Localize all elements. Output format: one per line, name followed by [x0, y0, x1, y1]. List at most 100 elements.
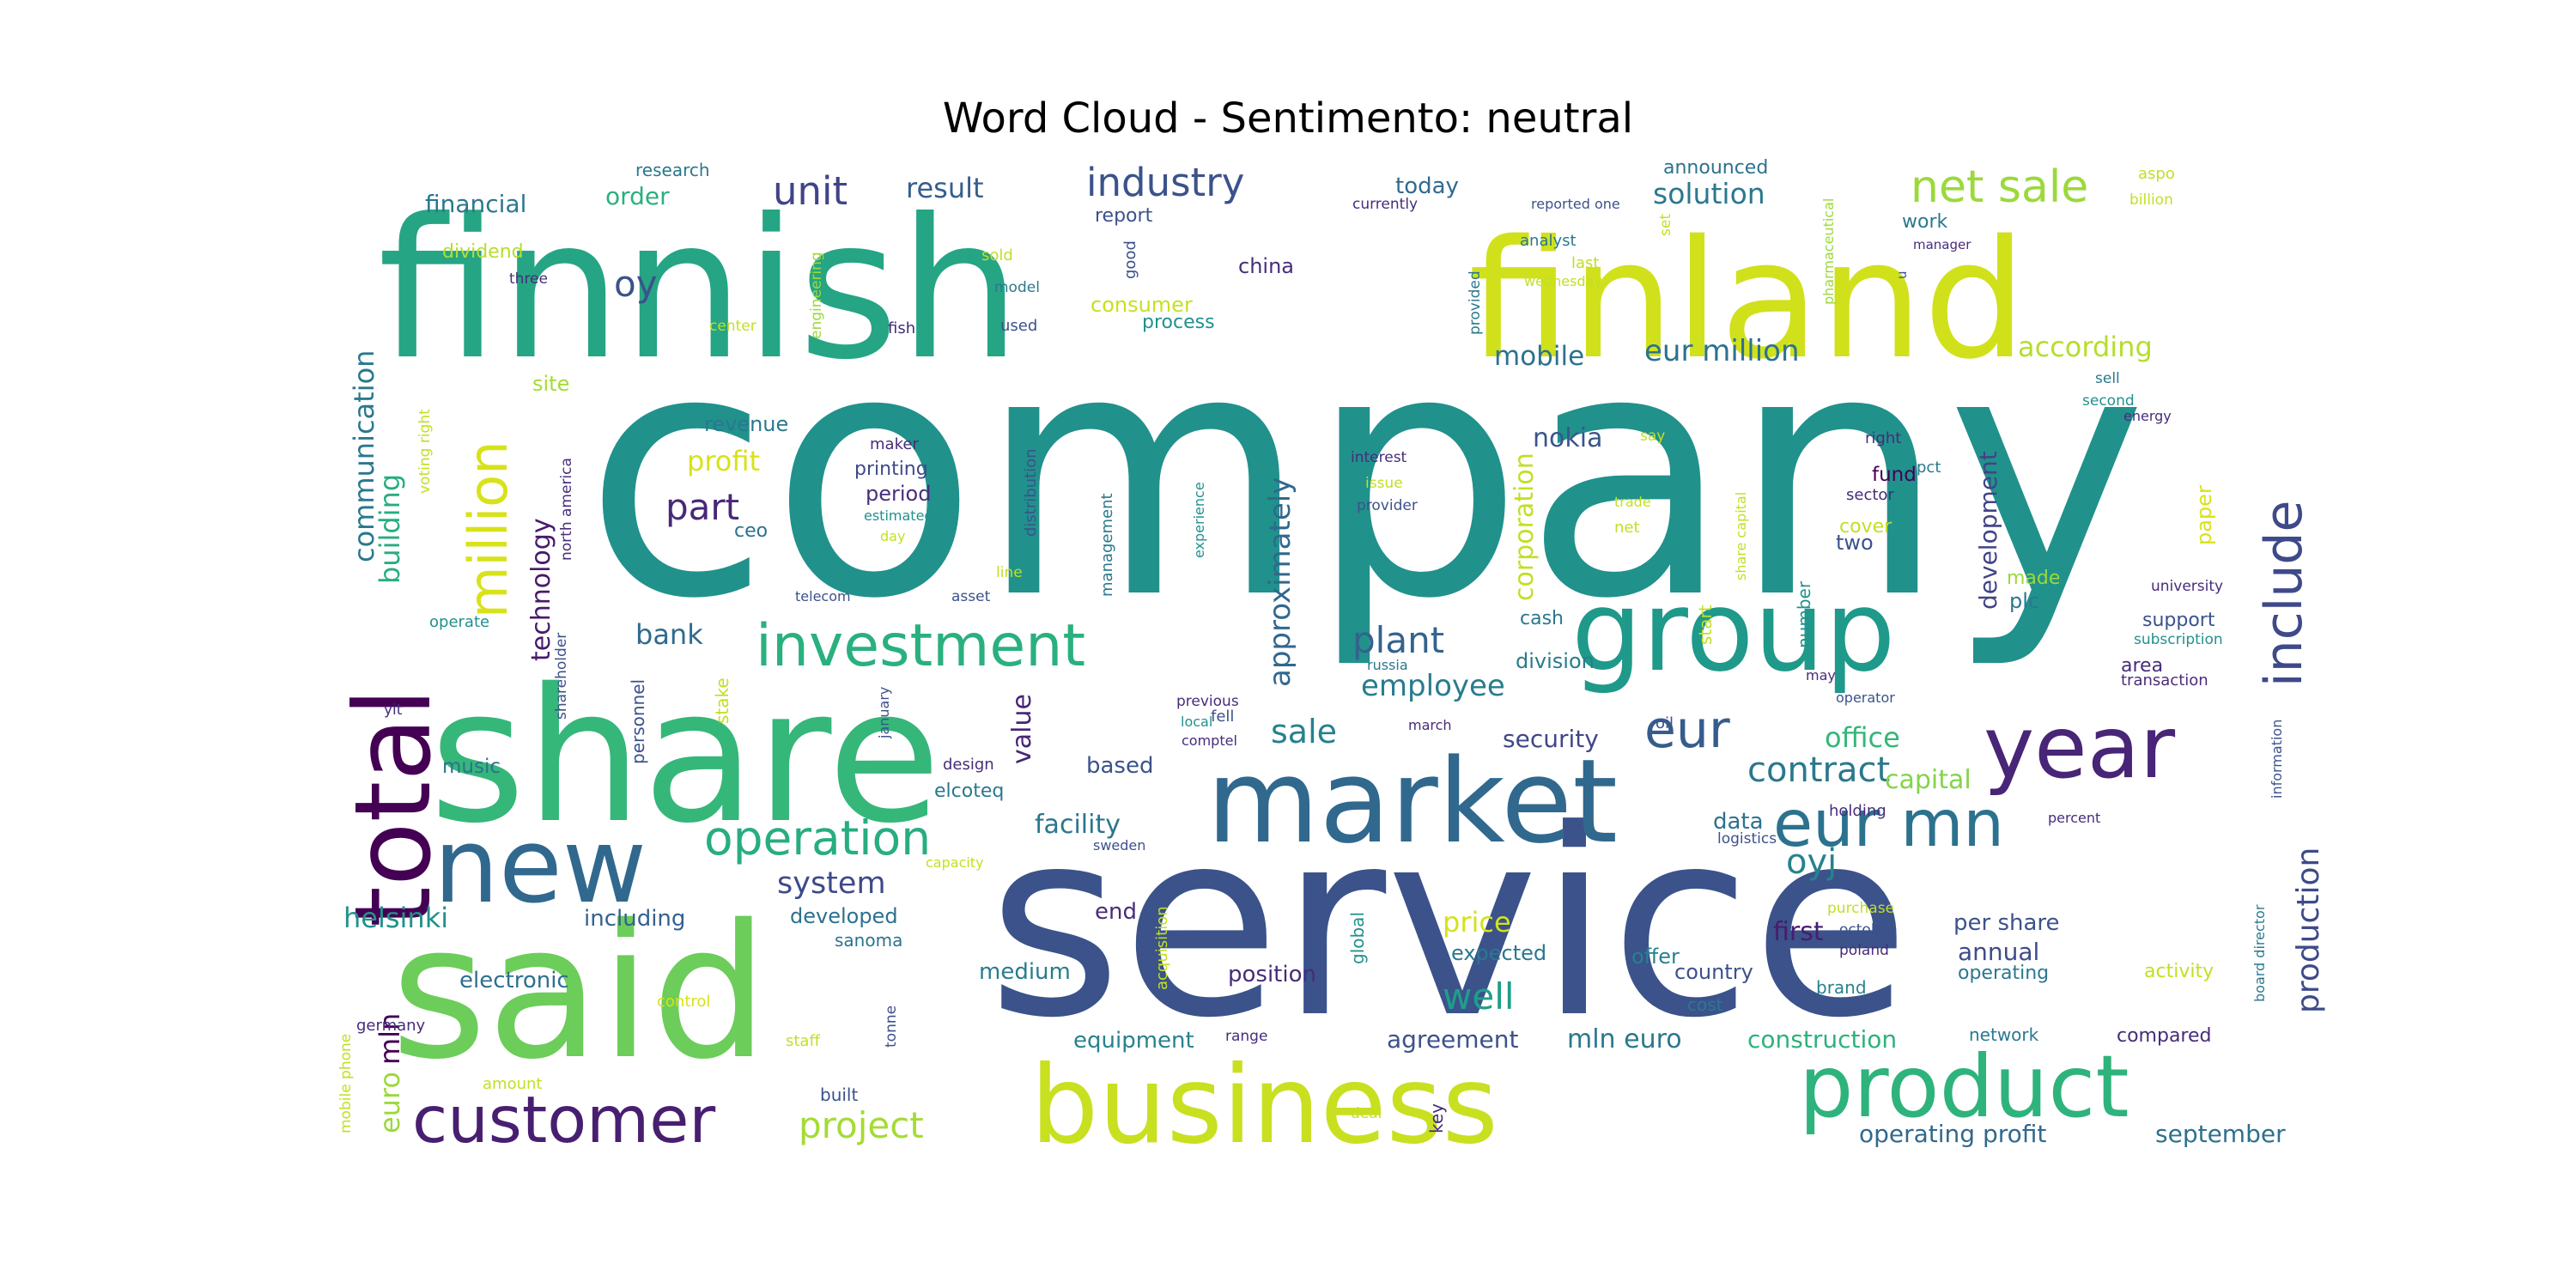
word-offer: offer	[1631, 945, 1680, 969]
word-key: key	[1426, 1103, 1447, 1133]
word-compared: compared	[2117, 1025, 2212, 1047]
word-last: last	[1571, 254, 1599, 272]
word-design: design	[943, 756, 994, 774]
word-euro: euro	[374, 1072, 406, 1133]
word-day: day	[880, 528, 905, 544]
word-cost: cost	[1687, 994, 1723, 1015]
word-telecom: telecom	[795, 588, 851, 605]
word-based: based	[1086, 753, 1153, 779]
word-consumer: consumer	[1091, 293, 1193, 317]
word-period: period	[866, 482, 931, 506]
word-holding: holding	[1829, 802, 1886, 820]
word-helsinki: helsinki	[343, 902, 448, 934]
word-end: end	[1095, 899, 1137, 925]
word-system: system	[777, 866, 886, 901]
word-aspo: aspo	[2138, 165, 2175, 183]
word-activity: activity	[2144, 961, 2214, 982]
word-fell: fell	[1211, 708, 1234, 726]
word-share: share	[429, 648, 941, 864]
word-country: country	[1674, 960, 1753, 984]
word-russia: russia	[1367, 657, 1408, 673]
word-security: security	[1503, 725, 1599, 753]
word-issue: issue	[1365, 475, 1403, 492]
word-price: price	[1443, 906, 1511, 939]
word-bank: bank	[635, 618, 703, 651]
word-per-share: per share	[1953, 910, 2060, 936]
word-medium: medium	[979, 959, 1071, 985]
word-finland: finland	[1468, 205, 2026, 395]
word-previous: previous	[1176, 693, 1239, 710]
word-said: said	[391, 884, 769, 1100]
word-employee: employee	[1361, 669, 1505, 703]
word-may: may	[1806, 667, 1836, 683]
word-technology: technology	[526, 518, 556, 661]
word-new: new	[434, 807, 647, 927]
word-elcoteq: elcoteq	[934, 781, 1004, 802]
word-maker: maker	[870, 435, 919, 453]
word-model: model	[994, 279, 1040, 296]
word-net-sale: net sale	[1911, 161, 2088, 213]
word-control: control	[657, 993, 710, 1011]
word-analyst: analyst	[1520, 232, 1577, 250]
word-unit: unit	[773, 168, 848, 214]
word-division: division	[1516, 649, 1595, 673]
word-currently: currently	[1352, 196, 1418, 213]
word-headquartered: headquartered	[1763, 426, 1783, 554]
word-sale: sale	[1271, 713, 1337, 750]
word-line: line	[996, 564, 1023, 581]
word-research: research	[635, 160, 710, 180]
word-sell: sell	[2095, 370, 2120, 387]
word-logistics: logistics	[1717, 830, 1777, 848]
word-engineering: engineering	[808, 252, 825, 339]
word-china: china	[1238, 254, 1294, 278]
word-million: million	[457, 440, 519, 618]
word-sold: sold	[981, 246, 1013, 264]
word-purchase: purchase	[1827, 900, 1894, 917]
word-first: first	[1773, 917, 1824, 947]
word-capacity: capacity	[926, 854, 984, 871]
word-today: today	[1395, 173, 1459, 199]
word-built: built	[820, 1084, 858, 1105]
word-site: site	[532, 372, 569, 396]
word-plc: plc	[2009, 589, 2039, 613]
word-staff: staff	[786, 1032, 820, 1050]
word-order: order	[605, 182, 670, 210]
word-paper: paper	[2192, 485, 2216, 545]
word-germany: germany	[356, 1017, 426, 1035]
word-percent: percent	[2048, 810, 2100, 826]
word-energy: energy	[2123, 408, 2172, 424]
word-operating-profit: operating profit	[1859, 1120, 2046, 1148]
word-start: start	[1695, 605, 1716, 645]
word-cover: cover	[1839, 516, 1893, 538]
word-sweden: sweden	[1093, 837, 1145, 854]
word-nokia: nokia	[1533, 423, 1602, 453]
word-data: data	[1713, 809, 1764, 835]
word-provider: provider	[1357, 497, 1418, 514]
word-interest: interest	[1351, 449, 1407, 466]
word-construction: construction	[1747, 1025, 1897, 1054]
word-global: global	[1347, 912, 1368, 964]
word-industry: industry	[1086, 160, 1244, 205]
word-process: process	[1142, 312, 1215, 333]
word-set: set	[1657, 214, 1674, 236]
word-voting-right: voting right	[416, 409, 434, 494]
word-service: service	[987, 775, 1911, 1074]
word-asset: asset	[951, 588, 991, 605]
word-fund: fund	[1872, 464, 1917, 486]
word-equipment: equipment	[1073, 1028, 1194, 1054]
word-acquisition: acquisition	[1153, 906, 1171, 990]
word-provided: provided	[1467, 270, 1484, 335]
word-development: development	[1974, 451, 2002, 610]
word-say: say	[1640, 428, 1665, 445]
word-billion: billion	[2129, 191, 2173, 209]
word-right: right	[1865, 429, 1901, 447]
word-eur: eur	[1644, 700, 1730, 760]
word-operation: operation	[704, 811, 931, 866]
word-capital: capital	[1885, 765, 1971, 795]
word-agreement: agreement	[1387, 1025, 1519, 1054]
word-support: support	[2142, 610, 2215, 631]
word-oil: oil	[1656, 714, 1674, 732]
word-network: network	[1969, 1024, 2039, 1045]
word-report: report	[1095, 205, 1153, 227]
